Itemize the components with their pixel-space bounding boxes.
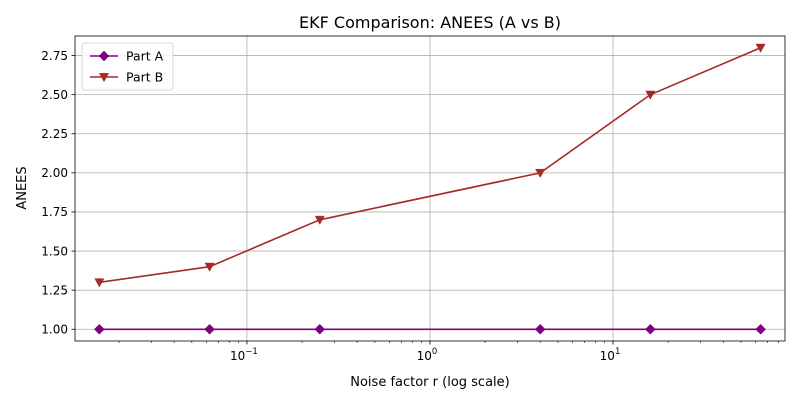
- y-tick-label: 1.00: [41, 322, 68, 336]
- axes: 1.00 1.25 1.50 1.75 2.00 2.25 2.50 2.75 10−1 100 1…: [41, 49, 779, 363]
- legend-label: Part A: [126, 49, 164, 64]
- y-tick-label: 1.50: [41, 244, 68, 258]
- data-point: [535, 168, 546, 178]
- data-point: [94, 278, 105, 288]
- legend-label: Part B: [126, 70, 163, 85]
- data-point: [314, 215, 325, 225]
- data-point: [314, 323, 326, 335]
- legend-marker: [98, 50, 110, 62]
- series-layer: [94, 43, 766, 335]
- legend-marker: [98, 73, 110, 83]
- legend-item: Part A: [90, 49, 164, 64]
- y-tick-label: 2.00: [41, 166, 68, 180]
- plot-border: [74, 35, 786, 342]
- data-point: [204, 262, 215, 272]
- series-b: [94, 43, 766, 288]
- data-point: [645, 323, 656, 335]
- data-point: [534, 323, 546, 335]
- data-point: [94, 323, 105, 335]
- x-axis-label: Noise factor r (log scale): [350, 375, 509, 390]
- y-tick-label: 1.25: [41, 283, 68, 297]
- x-tick-label: 101: [600, 347, 621, 363]
- grid: [75, 36, 785, 341]
- data-point: [645, 90, 656, 100]
- data-point: [755, 323, 766, 335]
- series-line: [99, 46, 761, 284]
- x-tick-label: 100: [417, 347, 438, 363]
- y-tick-label: 2.25: [41, 127, 68, 141]
- y-axis-label: ANEES: [15, 166, 30, 209]
- x-tick-label: 10−1: [230, 347, 258, 363]
- y-tick-label: 2.50: [41, 88, 68, 102]
- data-point: [204, 323, 215, 335]
- series-a: [94, 323, 766, 335]
- chart-title: EKF Comparison: ANEES (A vs B): [299, 13, 561, 32]
- y-tick-label: 1.75: [41, 205, 68, 219]
- legend: Part A Part B: [81, 42, 174, 91]
- data-point: [755, 43, 766, 53]
- y-tick-label: 2.75: [41, 49, 68, 63]
- legend-item: Part B: [90, 70, 163, 85]
